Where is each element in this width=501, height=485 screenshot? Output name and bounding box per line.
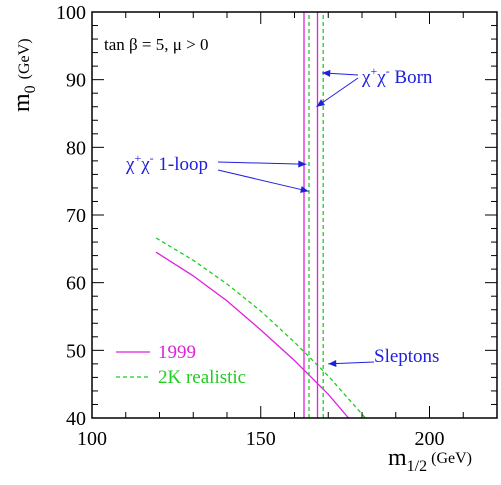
- series-sleptons-1999: [156, 252, 348, 418]
- y-axis-label-unit: (GeV): [16, 38, 33, 79]
- legend: 1999 2K realistic: [116, 342, 246, 388]
- x-axis-label-main: m: [388, 445, 407, 471]
- annotation-sleptons-label: Sleptons: [374, 346, 439, 367]
- series-sleptons-2k-realistic: [156, 238, 365, 418]
- x-axis-label-sub: 1/2: [407, 458, 427, 475]
- y-axis-label-main: m: [9, 93, 35, 112]
- y-tick-label: 60: [66, 273, 86, 295]
- x-tick-label: 100: [77, 428, 107, 450]
- annotation-arrow-line: [218, 162, 306, 164]
- annotation-born-label: χ+χ- Born: [361, 64, 433, 88]
- annotation-arrowhead: [322, 70, 330, 77]
- y-axis-label-sub: 0: [22, 85, 39, 93]
- parameters-label: tan β = 5, μ > 0: [104, 35, 208, 54]
- x-tick-label: 200: [415, 428, 445, 450]
- x-axis-label-unit: (GeV): [431, 450, 472, 467]
- x-tick-label: 150: [246, 428, 276, 450]
- y-tick-label: 100: [56, 2, 86, 24]
- y-tick-label: 40: [66, 408, 86, 430]
- annotations-layer: [218, 70, 374, 367]
- y-tick-label: 70: [66, 205, 86, 227]
- annotation-1loop-label: χ+χ- 1-loop: [125, 151, 208, 175]
- legend-label-2k-realistic: 2K realistic: [158, 367, 246, 388]
- legend-label-1999: 1999: [158, 342, 196, 363]
- y-tick-label: 80: [66, 137, 86, 159]
- y-tick-label: 50: [66, 340, 86, 362]
- annotation-arrowhead: [328, 360, 336, 367]
- y-axis-label: m0 (GeV): [9, 38, 39, 112]
- annotation-arrowhead: [298, 161, 306, 168]
- y-tick-label: 90: [66, 70, 86, 92]
- annotation-arrow-line: [218, 170, 309, 191]
